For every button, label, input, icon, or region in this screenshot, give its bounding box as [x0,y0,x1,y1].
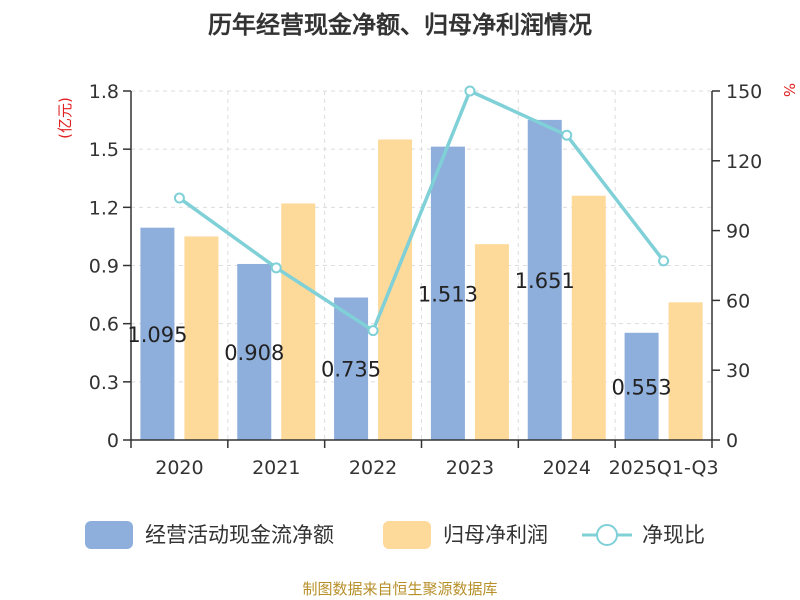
right-tick-label: 30 [726,360,750,382]
cashflow-bar [237,263,272,440]
cashflow-bar [334,297,369,440]
chart-title: 历年经营现金净额、归母净利润情况 [208,11,592,39]
ratio-line [178,89,665,333]
profit-bar [378,139,413,440]
cashflow-value-label: 1.513 [418,282,478,306]
data-labels: 1.095 0.908 0.735 1.513 1.651 0.553 [127,269,671,399]
ratio-line-series [173,85,670,337]
x-tick-label: 2022 [349,457,397,479]
x-tick-label: 2024 [543,457,591,479]
left-tick-label: 1.2 [89,197,119,219]
profit-bar [184,236,219,440]
x-tick-label: 2025Q1-Q3 [609,457,719,479]
left-tick-label: 0.6 [89,314,119,336]
cashflow-bar [527,119,562,441]
cashflow-bar [624,332,659,440]
right-tick-label: 90 [726,221,750,243]
left-tick-label: 0.3 [89,372,119,394]
ratio-point [464,85,476,97]
axes: 0 0.3 0.6 0.9 1.2 1.5 1.8 0 30 60 90 120 150 (亿元)% 202… [56,81,798,479]
cashflow-value-label: 1.095 [127,323,187,347]
x-tick-label: 2021 [252,457,300,479]
profit-bar [474,244,509,440]
legend-profit-label: 归母净利润 [443,523,548,547]
legend-cashflow-label: 经营活动现金流净额 [145,523,334,547]
ratio-point [367,325,379,337]
left-tick-label: 1.5 [89,139,119,161]
profit-bar [571,195,606,440]
left-tick-label: 0 [107,430,119,452]
legend-ratio-marker [596,524,618,546]
ratio-point [173,192,185,204]
legend-profit-swatch [383,521,431,549]
bars [140,119,703,441]
profit-bar [668,302,703,440]
ratio-point [561,129,573,141]
legend: 经营活动现金流净额 归母净利润 净现比 [85,521,705,549]
right-tick-label: 120 [726,151,762,173]
legend-ratio-label: 净现比 [642,523,705,547]
left-tick-label: 1.8 [89,81,119,103]
cashflow-value-label: 1.651 [515,269,575,293]
left-axis-unit: (亿元) [56,97,74,139]
right-axis-unit: % [780,83,798,97]
source-note: 制图数据来自恒生聚源数据库 [302,580,497,598]
ratio-point [270,262,282,274]
cashflow-bar [140,227,175,440]
ratio-point [658,255,670,267]
right-tick-label: 60 [726,290,750,312]
right-tick-label: 150 [726,81,762,103]
cashflow-bar [430,146,465,440]
profit-bar [281,203,316,440]
left-tick-label: 0.9 [89,256,119,278]
cashflow-value-label: 0.735 [321,358,381,382]
legend-cashflow-swatch [85,521,133,549]
x-tick-label: 2020 [155,457,203,479]
cashflow-value-label: 0.908 [224,341,284,365]
right-tick-label: 0 [726,430,738,452]
cashflow-value-label: 0.553 [612,375,672,399]
x-tick-label: 2023 [446,457,494,479]
